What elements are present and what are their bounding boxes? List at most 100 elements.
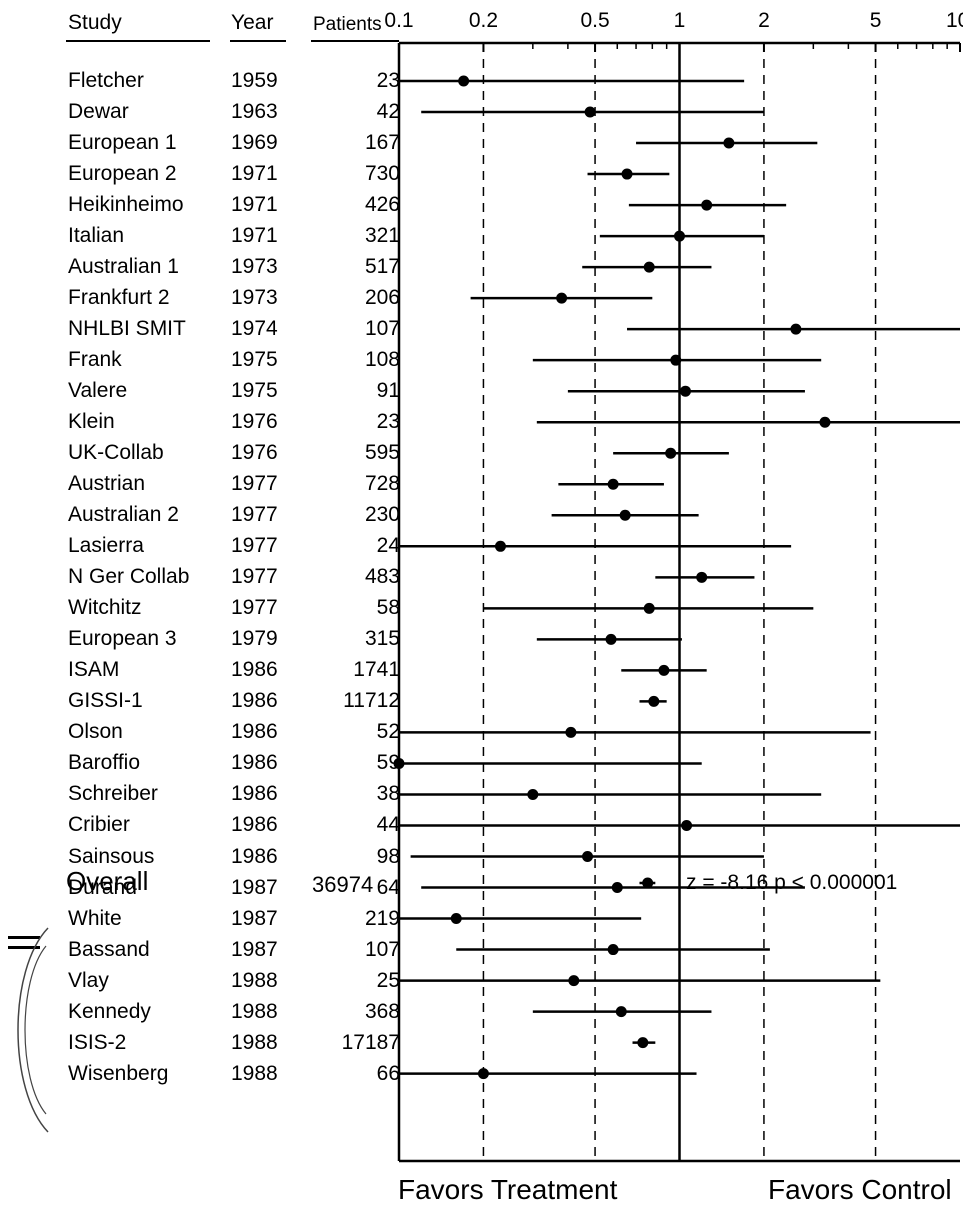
study-name: Italian xyxy=(68,224,125,248)
study-year: 1977 xyxy=(231,472,278,496)
study-year: 1977 xyxy=(231,503,278,527)
study-year: 1976 xyxy=(231,410,278,434)
study-row: Klein 1976 23 xyxy=(0,407,400,437)
study-name: Lasierra xyxy=(68,534,144,558)
study-row: GISSI-1 1986 11712 xyxy=(0,686,400,716)
study-year: 1986 xyxy=(231,689,278,713)
point-estimate xyxy=(621,168,633,180)
study-name: Heikinheimo xyxy=(68,193,184,217)
study-year: 1986 xyxy=(231,751,278,775)
point-estimate xyxy=(494,540,506,552)
study-year: 1975 xyxy=(231,379,278,403)
study-patients: 1741 xyxy=(353,658,400,682)
point-estimate xyxy=(819,416,831,428)
point-estimate xyxy=(582,851,594,862)
header-rule-patients xyxy=(311,40,399,42)
point-estimate xyxy=(450,913,462,925)
study-year: 1977 xyxy=(231,534,278,558)
study-patients: 23 xyxy=(376,410,400,434)
study-row: Vlay 1988 25 xyxy=(0,966,400,996)
x-tick-label: 5 xyxy=(870,9,882,32)
study-row: White 1987 219 xyxy=(0,904,400,934)
study-row: Fletcher 1959 23 xyxy=(0,66,400,96)
study-patients: 42 xyxy=(376,100,400,124)
study-row: European 2 1971 730 xyxy=(0,159,400,189)
study-year: 1988 xyxy=(231,1030,278,1054)
point-estimate xyxy=(565,726,577,738)
study-name: Australian 2 xyxy=(68,503,179,527)
study-name: Schreiber xyxy=(68,782,158,806)
study-patients: 230 xyxy=(364,503,400,527)
point-estimate xyxy=(637,1037,649,1049)
study-name: ISIS-2 xyxy=(68,1030,127,1054)
point-estimate xyxy=(723,137,735,149)
study-row: Austrian 1977 728 xyxy=(0,469,400,499)
x-tick-label: 0.5 xyxy=(580,9,609,32)
study-name: Fletcher xyxy=(68,69,144,92)
point-estimate xyxy=(679,385,691,397)
study-patients: 66 xyxy=(376,1061,400,1085)
x-tick-label: 10 xyxy=(946,9,963,32)
study-name: GISSI-1 xyxy=(68,689,143,713)
study-name: White xyxy=(68,906,122,930)
point-estimate xyxy=(458,75,470,87)
study-year: 1971 xyxy=(231,162,278,186)
decorative-mark xyxy=(8,946,40,949)
study-name: European 3 xyxy=(68,627,177,651)
study-year: 1988 xyxy=(231,999,278,1023)
study-name: Witchitz xyxy=(68,596,142,620)
study-year: 1986 xyxy=(231,813,278,837)
point-estimate xyxy=(527,788,539,800)
point-estimate xyxy=(568,975,580,987)
point-estimate xyxy=(477,1068,489,1080)
z-statistic-text: z = -8.16 p < 0.000001 xyxy=(686,871,898,894)
study-year: 1977 xyxy=(231,596,278,620)
study-year: 1973 xyxy=(231,255,278,279)
study-row: Witchitz 1977 58 xyxy=(0,593,400,623)
study-name: Durand xyxy=(68,875,137,899)
study-year: 1971 xyxy=(231,224,278,248)
study-row: N Ger Collab 1977 483 xyxy=(0,562,400,592)
study-name: European 2 xyxy=(68,162,177,186)
study-name: Kennedy xyxy=(68,999,151,1023)
study-row: Baroffio 1986 59 xyxy=(0,748,400,778)
point-estimate xyxy=(607,478,619,490)
study-year: 1969 xyxy=(231,131,278,155)
study-year: 1986 xyxy=(231,720,278,744)
study-patients: 315 xyxy=(364,627,400,651)
study-year: 1979 xyxy=(231,627,278,651)
study-row: European 3 1979 315 xyxy=(0,624,400,654)
study-row: ISIS-2 1988 17187 xyxy=(0,1028,400,1058)
study-row: European 1 1969 167 xyxy=(0,128,400,158)
study-name: UK-Collab xyxy=(68,441,164,465)
point-estimate xyxy=(696,571,708,583)
study-row: Italian 1971 321 xyxy=(0,221,400,251)
study-name: N Ger Collab xyxy=(68,565,190,589)
point-estimate xyxy=(790,323,802,335)
study-patients: 595 xyxy=(364,441,400,465)
study-row: Wisenberg 1988 66 xyxy=(0,1059,400,1089)
study-year: 1971 xyxy=(231,193,278,217)
study-year: 1976 xyxy=(231,441,278,465)
study-name: Cribier xyxy=(68,813,130,837)
point-estimate xyxy=(643,261,655,273)
study-patients: 107 xyxy=(364,317,400,341)
point-estimate xyxy=(658,664,670,676)
study-patients: 24 xyxy=(376,534,400,558)
study-name: Australian 1 xyxy=(68,255,179,279)
study-year: 1986 xyxy=(231,782,278,806)
overall-point-estimate xyxy=(642,877,654,889)
point-estimate xyxy=(674,230,685,242)
x-tick-label: 0.1 xyxy=(384,9,413,32)
study-patients: 38 xyxy=(376,782,400,806)
header-study: Study xyxy=(68,11,122,34)
study-patients: 728 xyxy=(364,472,400,496)
study-year: 1974 xyxy=(231,317,278,341)
header-patients: Patients xyxy=(313,14,382,35)
study-name: Klein xyxy=(68,410,115,434)
point-estimate xyxy=(556,292,568,304)
study-year: 1975 xyxy=(231,348,278,372)
study-row: Bassand 1987 107 xyxy=(0,935,400,965)
overall-label: Overall xyxy=(66,866,149,896)
